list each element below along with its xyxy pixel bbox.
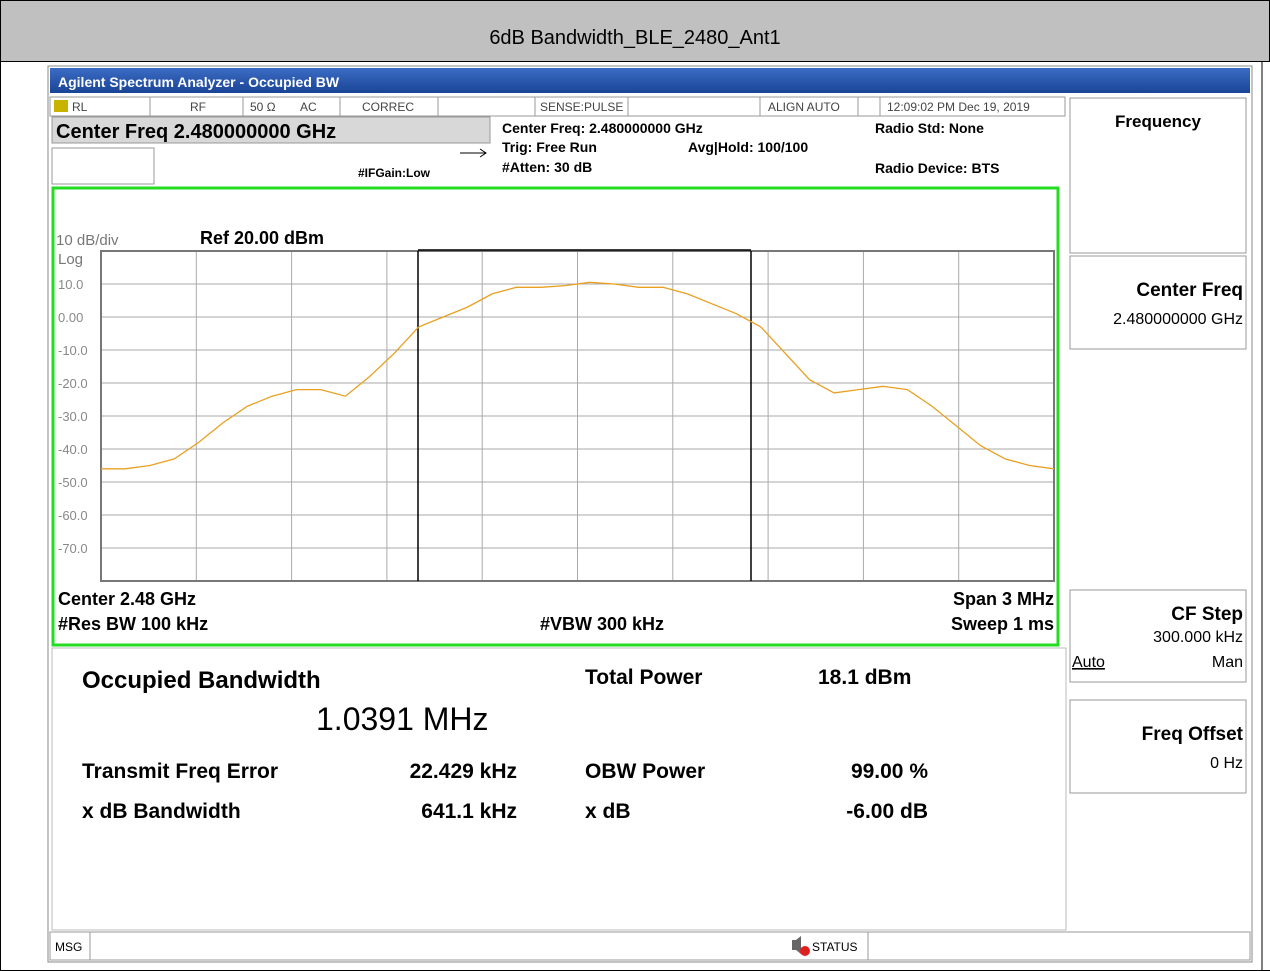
speaker-icon <box>792 936 801 954</box>
softkey-label: CF Step <box>1171 604 1243 625</box>
softkey-value: 0 Hz <box>1210 755 1243 772</box>
status-msg: MSG <box>55 940 82 954</box>
result-label: x dB Bandwidth <box>82 800 241 823</box>
softkey-value: 300.000 kHz <box>1153 629 1243 646</box>
plot-border <box>100 250 1055 582</box>
center-freq-box[interactable] <box>51 116 491 144</box>
header-title: 6dB Bandwidth_BLE_2480_Ant1 <box>489 27 780 49</box>
y-tick-label: -70.0 <box>58 541 88 556</box>
status-item: RL <box>72 100 88 114</box>
center-freq: Center Freq 2.480000000 GHz <box>56 121 336 143</box>
status-item: RF <box>190 100 206 114</box>
y-tick-label: -60.0 <box>58 508 88 523</box>
softkey[interactable] <box>1069 255 1247 350</box>
result-value: -6.00 dB <box>846 800 928 823</box>
footer-sweep: Sweep 1 ms <box>951 614 1054 634</box>
status-item: 50 Ω <box>250 100 276 114</box>
plot-frame <box>51 186 1060 647</box>
result-value: 22.429 kHz <box>410 760 517 783</box>
status-row <box>49 96 1066 117</box>
result-value: 641.1 kHz <box>421 800 517 823</box>
obw-label: Occupied Bandwidth <box>82 667 321 694</box>
footer-vbw: #VBW 300 kHz <box>540 614 664 634</box>
info: Radio Device: BTS <box>875 160 999 176</box>
scale-label: 10 dB/div <box>56 232 119 249</box>
y-tick-label: -40.0 <box>58 442 88 457</box>
arrow-icon <box>460 148 487 158</box>
ref-label: Ref 20.00 dBm <box>200 228 324 248</box>
header-bar <box>0 0 1270 62</box>
lxi-icon <box>54 100 68 112</box>
result-label: x dB <box>585 800 631 823</box>
y-tick-label: -50.0 <box>58 475 88 490</box>
results-panel <box>51 647 1067 931</box>
y-tick-label: 0.00 <box>58 310 83 325</box>
info: Avg|Hold: 100/100 <box>688 139 808 155</box>
info: #Atten: 30 dB <box>502 159 592 175</box>
status-item: SENSE:PULSE <box>540 100 623 114</box>
result-label: Transmit Freq Error <box>82 760 278 783</box>
y-tick-label: -10.0 <box>58 343 88 358</box>
softkey[interactable] <box>1069 699 1247 794</box>
softkey[interactable] <box>1069 97 1247 254</box>
log-label: Log <box>58 251 83 268</box>
status-item: 12:09:02 PM Dec 19, 2019 <box>887 100 1030 114</box>
result-label: Total Power <box>585 666 702 689</box>
title-bar <box>50 68 1250 93</box>
softkey-label: Center Freq <box>1136 280 1243 301</box>
softkey-menu: Frequency <box>1115 112 1202 131</box>
mute-icon <box>800 946 810 956</box>
y-tick-label: 10.0 <box>58 277 83 292</box>
result-value: 18.1 dBm <box>818 666 911 689</box>
y-tick-label: -30.0 <box>58 409 88 424</box>
status-status: STATUS <box>812 940 858 954</box>
footer-span: Span 3 MHz <box>953 589 1054 609</box>
softkey-option: Man <box>1212 654 1243 671</box>
info: Center Freq: 2.480000000 GHz <box>502 120 703 136</box>
input-box[interactable] <box>51 147 155 185</box>
softkey-label: Freq Offset <box>1142 724 1244 745</box>
footer-center: Center 2.48 GHz <box>58 589 196 609</box>
status-item: CORREC <box>362 100 414 114</box>
info: Radio Std: None <box>875 120 984 136</box>
footer-res-bw: #Res BW 100 kHz <box>58 614 208 634</box>
title-bar-text: Agilent Spectrum Analyzer - Occupied BW <box>58 74 340 90</box>
result-value: 99.00 % <box>851 760 928 783</box>
obw-value: 1.0391 MHz <box>316 701 489 737</box>
softkey-value: 2.480000000 GHz <box>1113 311 1243 328</box>
trace <box>101 281 1055 470</box>
status-item: AC <box>300 100 317 114</box>
status-item: ALIGN AUTO <box>768 100 840 114</box>
softkey[interactable] <box>1069 589 1247 683</box>
info: Trig: Free Run <box>502 139 597 155</box>
status-bar <box>49 931 1251 961</box>
softkey-option: Auto <box>1072 654 1105 671</box>
y-tick-label: -20.0 <box>58 376 88 391</box>
result-label: OBW Power <box>585 760 705 783</box>
if-gain: #IFGain:Low <box>358 166 431 180</box>
